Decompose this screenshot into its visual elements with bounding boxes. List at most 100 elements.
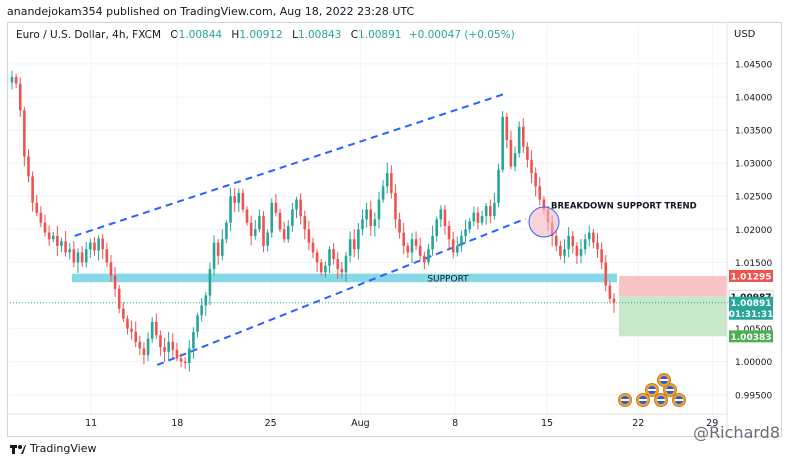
flag-stripe-icon xyxy=(657,399,665,401)
flag-stripe-icon xyxy=(621,399,629,401)
candle-body xyxy=(377,199,381,220)
candle-body xyxy=(303,216,307,230)
y-tick-label: 1.02000 xyxy=(735,226,772,236)
candle-body xyxy=(534,173,537,187)
candle-body xyxy=(72,249,76,263)
y-tick-label: 0.99500 xyxy=(735,391,772,401)
chart-legend: Euro / U.S. Dollar, 4h, FXCM O1.00844 H1… xyxy=(16,29,515,41)
candle-body xyxy=(604,262,608,286)
x-tick-label: 18 xyxy=(171,418,183,429)
candle-body xyxy=(521,126,525,147)
candle-body xyxy=(579,249,583,256)
chart-frame[interactable] xyxy=(7,22,782,437)
candle-body xyxy=(278,212,282,230)
candle-body xyxy=(410,239,414,253)
flag-stripe-icon xyxy=(648,389,656,391)
candles xyxy=(10,70,616,372)
time-axis: 11 18 25 Aug 8 15 22 29 xyxy=(85,418,718,429)
candle-body xyxy=(167,341,170,352)
candle-body xyxy=(212,242,216,270)
low-value: 1.00843 xyxy=(297,29,342,41)
candle-body xyxy=(505,116,509,140)
candle-body xyxy=(612,298,616,303)
price-label-text: 1.01295 xyxy=(731,272,772,282)
flag-stripe-icon xyxy=(666,389,674,391)
y-tick-label: 1.00500 xyxy=(735,325,772,335)
candle-body xyxy=(398,219,401,233)
candle-body xyxy=(447,226,451,240)
channel-line xyxy=(74,92,506,237)
candle-body xyxy=(468,221,471,230)
candle-body xyxy=(369,209,373,226)
candle-body xyxy=(489,206,492,217)
candle-body xyxy=(583,239,587,250)
event-icons xyxy=(618,373,686,407)
trade-zones xyxy=(10,275,728,337)
x-tick-label: 8 xyxy=(452,418,458,429)
candle-body xyxy=(451,239,455,253)
candle-body xyxy=(513,153,517,167)
candle-body xyxy=(56,235,59,246)
candle-body xyxy=(286,226,290,240)
candle-body xyxy=(134,331,137,342)
stop-loss-zone xyxy=(619,275,727,297)
candle-body xyxy=(175,349,179,359)
candle-body xyxy=(439,209,443,220)
price-axis: 1.04500 1.04000 1.03500 1.03000 1.02500 1.020… xyxy=(7,22,772,437)
candle-body xyxy=(188,348,191,363)
candle-body xyxy=(344,255,348,273)
price-label-text: 01:31:31 xyxy=(729,310,774,320)
candle-body xyxy=(76,252,80,263)
candle-body xyxy=(402,232,406,246)
candle-body xyxy=(241,192,245,210)
breakdown-marker xyxy=(528,206,560,238)
candle-body xyxy=(146,338,150,356)
candle-body xyxy=(381,186,385,200)
candle-body xyxy=(266,232,269,246)
candle-body xyxy=(68,249,72,253)
candle-body xyxy=(472,212,476,222)
candle-body xyxy=(592,232,595,243)
candle-body xyxy=(47,232,51,240)
watermark: @Richard8 xyxy=(693,423,780,442)
candle-body xyxy=(163,347,166,352)
annotations: SUPPORT BREAKDOWN SUPPORT TREND xyxy=(427,201,696,284)
symbol-title: Euro / U.S. Dollar, 4h, FXCM xyxy=(16,29,162,41)
price-label-text: 1.00891 xyxy=(731,299,772,309)
candle-body xyxy=(155,321,158,336)
candle-body xyxy=(414,239,418,246)
candle-body xyxy=(394,192,397,220)
candle-body xyxy=(208,269,212,296)
brand-name: TradingView xyxy=(30,442,97,455)
x-tick-label: 15 xyxy=(541,418,553,429)
candle-body xyxy=(315,252,319,263)
candle-body xyxy=(423,255,426,263)
breakdown-label: BREAKDOWN SUPPORT TREND xyxy=(551,201,697,211)
candle-body xyxy=(159,335,162,348)
candle-body xyxy=(150,321,154,339)
candle-body xyxy=(122,308,125,319)
candle-body xyxy=(113,275,117,289)
candle-body xyxy=(476,212,480,223)
candle-body xyxy=(431,235,434,250)
candle-body xyxy=(109,262,113,276)
candle-body xyxy=(571,235,575,246)
candle-body xyxy=(443,209,447,226)
candle-body xyxy=(39,212,43,223)
candle-body xyxy=(126,318,129,329)
candle-body xyxy=(587,232,591,240)
candle-body xyxy=(460,235,463,246)
candle-body xyxy=(526,146,529,160)
candle-body xyxy=(117,288,121,309)
candle-body xyxy=(542,199,546,210)
x-tick-label: 22 xyxy=(632,418,644,429)
candle-body xyxy=(307,229,311,243)
candle-body xyxy=(216,242,220,256)
y-tick-label: 1.01500 xyxy=(735,259,772,269)
candle-body xyxy=(530,159,533,174)
candle-body xyxy=(357,229,360,250)
candle-body xyxy=(18,83,22,111)
candle-body xyxy=(237,192,241,203)
